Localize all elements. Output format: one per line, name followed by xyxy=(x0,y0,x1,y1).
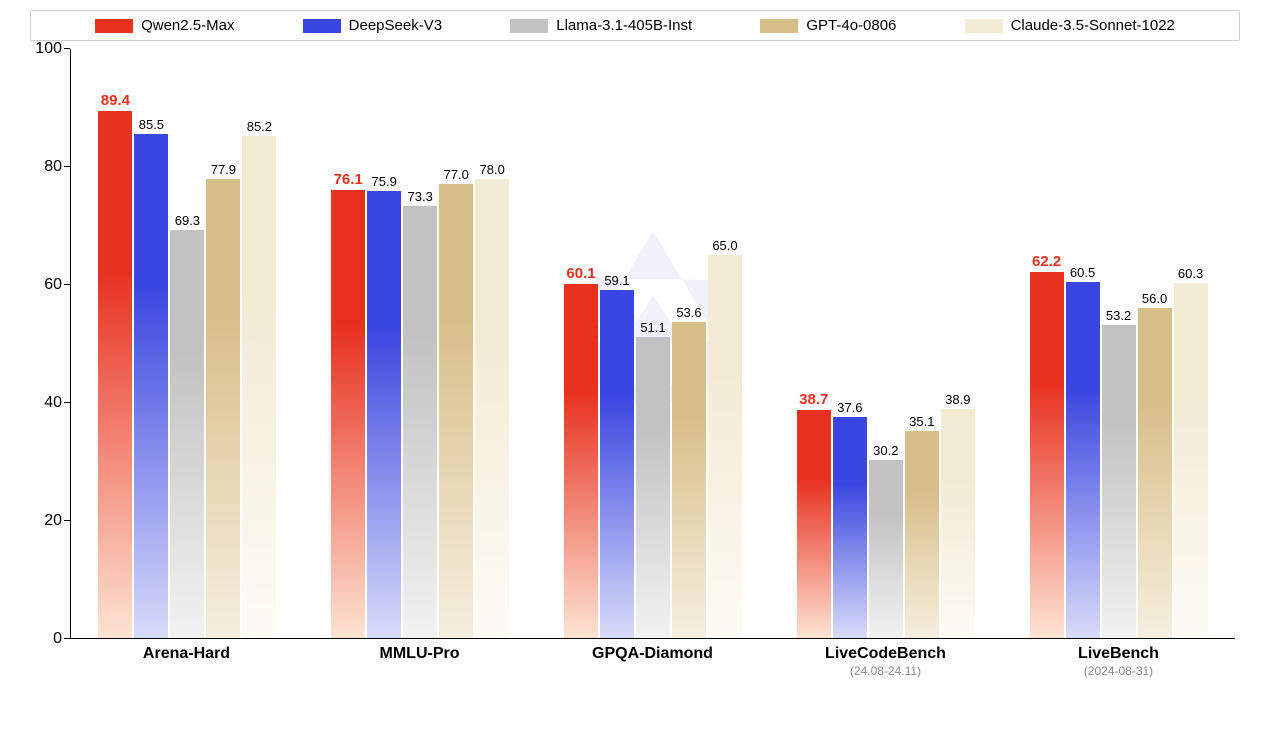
bar-value-label: 85.5 xyxy=(139,117,164,132)
bar-value-label: 85.2 xyxy=(247,119,272,134)
bar: 77.0 xyxy=(439,184,473,638)
bar-value-label: 59.1 xyxy=(604,273,629,288)
bar-value-label: 78.0 xyxy=(480,162,505,177)
bar-value-label: 60.5 xyxy=(1070,265,1095,280)
bar: 35.1 xyxy=(905,431,939,638)
bar-value-label: 89.4 xyxy=(101,92,130,109)
bar-value-label: 77.9 xyxy=(211,162,236,177)
bar: 85.2 xyxy=(242,136,276,638)
legend-swatch xyxy=(510,19,548,33)
legend-label: Claude-3.5-Sonnet-1022 xyxy=(1011,17,1175,34)
bar-value-label: 62.2 xyxy=(1032,253,1061,270)
bar: 60.3 xyxy=(1174,283,1208,638)
y-axis: 020406080100 xyxy=(25,49,70,639)
y-tick-label: 20 xyxy=(44,512,62,530)
legend-label: GPT-4o-0806 xyxy=(806,17,896,34)
bar-value-label: 53.6 xyxy=(676,305,701,320)
plot-area: 020406080100 89.485.569.377.985.276.175.… xyxy=(25,49,1245,689)
bar-group: 60.159.151.153.665.0 xyxy=(537,49,770,638)
x-category-sublabel: (24.08-24.11) xyxy=(825,664,946,678)
bar: 78.0 xyxy=(475,179,509,638)
bar-value-label: 37.6 xyxy=(837,400,862,415)
bar: 60.1 xyxy=(564,284,598,638)
bar-group: 76.175.973.377.078.0 xyxy=(304,49,537,638)
x-category-label: Arena-Hard xyxy=(143,645,230,663)
bar: 65.0 xyxy=(708,255,742,638)
x-category-label: LiveCodeBench(24.08-24.11) xyxy=(825,645,946,678)
y-tick-label: 100 xyxy=(35,40,62,58)
bar: 62.2 xyxy=(1030,272,1064,638)
x-axis-labels: Arena-Hard MMLU-Pro GPQA-Diamond LiveCodeBe… xyxy=(70,639,1235,689)
bar-value-label: 76.1 xyxy=(334,171,363,188)
y-tick-label: 40 xyxy=(44,394,62,412)
benchmark-bar-chart: Qwen2.5-Max DeepSeek-V3 Llama-3.1-405B-Ins… xyxy=(0,0,1270,740)
legend-swatch xyxy=(760,19,798,33)
bar-value-label: 35.1 xyxy=(909,414,934,429)
legend: Qwen2.5-Max DeepSeek-V3 Llama-3.1-405B-Ins… xyxy=(30,10,1240,41)
bar-value-label: 60.1 xyxy=(566,265,595,282)
legend-item: Qwen2.5-Max xyxy=(95,17,234,34)
x-category-sublabel: (2024-08-31) xyxy=(1078,664,1159,678)
bar: 53.2 xyxy=(1102,325,1136,638)
bar-value-label: 30.2 xyxy=(873,443,898,458)
bar: 85.5 xyxy=(134,134,168,638)
x-category-label: MMLU-Pro xyxy=(380,645,460,663)
bar: 38.7 xyxy=(797,410,831,638)
bar-value-label: 56.0 xyxy=(1142,291,1167,306)
bar: 73.3 xyxy=(403,206,437,638)
bar-value-label: 69.3 xyxy=(175,213,200,228)
legend-swatch xyxy=(303,19,341,33)
bar-value-label: 77.0 xyxy=(444,167,469,182)
bar: 69.3 xyxy=(170,230,204,638)
legend-label: Qwen2.5-Max xyxy=(141,17,234,34)
bar: 60.5 xyxy=(1066,282,1100,638)
bar: 30.2 xyxy=(869,460,903,638)
legend-label: DeepSeek-V3 xyxy=(349,17,442,34)
bar: 89.4 xyxy=(98,111,132,638)
bar: 56.0 xyxy=(1138,308,1172,638)
bar-value-label: 60.3 xyxy=(1178,266,1203,281)
bar-value-label: 75.9 xyxy=(372,174,397,189)
legend-item: GPT-4o-0806 xyxy=(760,17,896,34)
legend-label: Llama-3.1-405B-Inst xyxy=(556,17,692,34)
x-category-label: GPQA-Diamond xyxy=(592,645,713,663)
bar-group: 62.260.553.256.060.3 xyxy=(1002,49,1235,638)
bar: 77.9 xyxy=(206,179,240,638)
bar: 59.1 xyxy=(600,290,634,638)
bar: 51.1 xyxy=(636,337,670,638)
bar-value-label: 38.7 xyxy=(799,391,828,408)
bar: 37.6 xyxy=(833,417,867,638)
y-tick-label: 0 xyxy=(53,630,62,648)
legend-item: DeepSeek-V3 xyxy=(303,17,442,34)
y-tick-label: 60 xyxy=(44,276,62,294)
bar: 76.1 xyxy=(331,190,365,638)
bar-value-label: 65.0 xyxy=(712,238,737,253)
plot: 89.485.569.377.985.276.175.973.377.078.0… xyxy=(70,49,1235,639)
y-tick-label: 80 xyxy=(44,158,62,176)
bar: 53.6 xyxy=(672,322,706,638)
bar: 75.9 xyxy=(367,191,401,638)
legend-item: Llama-3.1-405B-Inst xyxy=(510,17,692,34)
bar-value-label: 51.1 xyxy=(640,320,665,335)
bar: 38.9 xyxy=(941,409,975,638)
legend-item: Claude-3.5-Sonnet-1022 xyxy=(965,17,1175,34)
bar-group: 38.737.630.235.138.9 xyxy=(769,49,1002,638)
legend-swatch xyxy=(95,19,133,33)
bar-value-label: 53.2 xyxy=(1106,308,1131,323)
legend-swatch xyxy=(965,19,1003,33)
bar-value-label: 73.3 xyxy=(408,189,433,204)
bar-value-label: 38.9 xyxy=(945,392,970,407)
bar-group: 89.485.569.377.985.2 xyxy=(71,49,304,638)
x-category-label: LiveBench(2024-08-31) xyxy=(1078,645,1159,678)
